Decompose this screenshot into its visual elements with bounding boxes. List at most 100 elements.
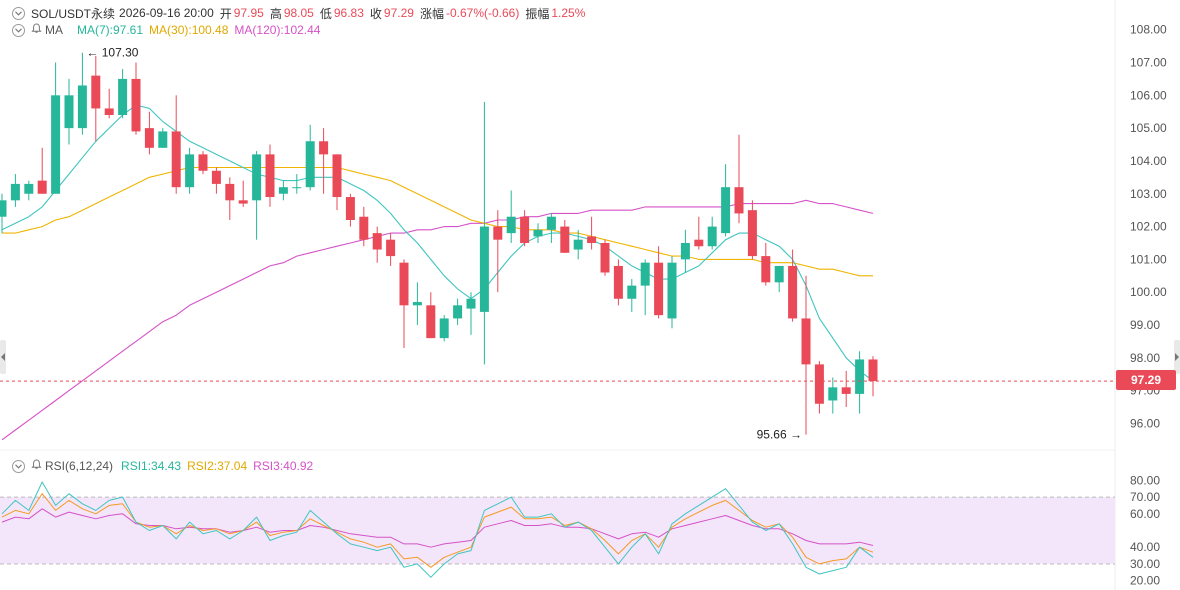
- ma30-label: MA(30):100.48: [149, 23, 229, 37]
- candle-body: [627, 285, 637, 299]
- price-tick-label: 105.00: [1130, 121, 1167, 135]
- collapse-toggle-icon[interactable]: [12, 6, 25, 20]
- candle-body: [51, 95, 61, 194]
- price-tick-label: 103.00: [1130, 187, 1167, 201]
- candle-body: [788, 265, 798, 319]
- price-tick-label: 101.00: [1130, 252, 1167, 266]
- candle-body: [252, 154, 262, 201]
- candle-body: [439, 318, 449, 339]
- candle-body: [372, 233, 382, 250]
- candle-body: [453, 305, 463, 319]
- candle-body: [761, 256, 771, 283]
- candle-body: [560, 226, 570, 253]
- candle-body: [64, 95, 74, 129]
- candle-body: [747, 210, 757, 257]
- high-label: 高: [269, 6, 282, 21]
- candle-body: [828, 387, 838, 401]
- rsi-collapse-icon[interactable]: [12, 459, 25, 473]
- candle-body: [171, 131, 181, 188]
- candle-body: [319, 141, 329, 155]
- rsi-legend: RSI(6,12,24) RSI1:34.43 RSI2:37.04 RSI3:…: [12, 458, 319, 474]
- candle-body: [292, 187, 302, 189]
- candle-body: [305, 141, 315, 188]
- ma-collapse-icon[interactable]: [12, 23, 25, 37]
- low-price-marker: 95.66 →: [757, 428, 802, 442]
- close-label: 收: [369, 6, 382, 21]
- candle-body: [278, 187, 288, 194]
- rsi-title: RSI(6,12,24): [45, 459, 114, 473]
- candle-body: [118, 78, 128, 115]
- candle-body: [77, 85, 87, 129]
- candle-body: [185, 154, 195, 188]
- candle-body: [640, 262, 650, 286]
- rsi1-label: RSI1:34.43: [121, 459, 182, 473]
- candle-body: [131, 78, 141, 132]
- bell-icon[interactable]: [31, 23, 42, 37]
- ma-title: MA: [45, 23, 63, 37]
- candle-body: [707, 226, 717, 247]
- candle-body: [533, 229, 543, 237]
- symbol-label: SOL/USDT永续: [31, 6, 116, 21]
- change-value: -0.67%(-0.66): [445, 6, 520, 20]
- datetime-label: 2026-09-16 20:00: [119, 6, 214, 20]
- ma120-line: [1, 199, 874, 441]
- candle-body: [104, 108, 114, 115]
- scroll-left-handle[interactable]: [0, 340, 6, 374]
- candle-body: [814, 364, 824, 404]
- candle-body: [466, 298, 476, 309]
- candle-body: [198, 154, 208, 171]
- rsi-tick-label: 80.00: [1130, 473, 1160, 487]
- candle-body: [386, 239, 396, 257]
- open-value: 97.95: [233, 6, 264, 20]
- candle-body: [573, 239, 583, 250]
- candle-body: [493, 226, 503, 240]
- candle-body: [332, 154, 342, 198]
- candle-body: [613, 265, 623, 299]
- price-tick-label: 100.00: [1130, 285, 1167, 299]
- candle-body: [399, 262, 409, 306]
- candle-body: [0, 200, 7, 217]
- candle-body: [520, 216, 530, 243]
- candle-body: [841, 387, 851, 394]
- candle-body: [801, 318, 811, 365]
- amplitude-value: 1.25%: [551, 6, 586, 20]
- scroll-right-handle[interactable]: [1174, 340, 1180, 374]
- price-tick-label: 106.00: [1130, 88, 1167, 102]
- rsi-tick-label: 60.00: [1130, 507, 1160, 521]
- last-price-badge: 97.29: [1116, 370, 1176, 390]
- close-value: 97.29: [383, 6, 414, 20]
- high-price-marker: ← 107.30: [86, 46, 138, 60]
- candle-body: [680, 242, 690, 260]
- price-tick-label: 96.00: [1130, 416, 1160, 430]
- rsi-tick-label: 70.00: [1130, 490, 1160, 504]
- candle-body: [359, 216, 369, 240]
- candle-body: [158, 131, 168, 148]
- candle-body: [37, 180, 47, 194]
- ma7-line: [1, 104, 874, 382]
- candle-body: [426, 305, 436, 339]
- candle-body: [546, 216, 556, 230]
- candle-body: [211, 170, 221, 184]
- ma120-label: MA(120):102.44: [234, 23, 321, 37]
- rsi-tick-label: 30.00: [1130, 557, 1160, 571]
- change-label: 涨幅: [419, 6, 444, 21]
- low-value: 96.83: [333, 6, 364, 20]
- rsi-line-rsi2: [1, 493, 874, 568]
- ma7-label: MA(7):97.61: [77, 23, 144, 37]
- rsi-tick-label: 20.00: [1130, 574, 1160, 588]
- candle-body: [654, 262, 664, 316]
- candle-body: [91, 75, 101, 109]
- ma-legend: MA MA(7):97.61 MA(30):100.48 MA(120):102…: [12, 22, 326, 38]
- rsi-bell-icon[interactable]: [31, 459, 42, 473]
- rsi-band: [0, 497, 1115, 564]
- candle-body: [265, 154, 275, 198]
- rsi-line-rsi1: [1, 481, 874, 578]
- candle-body: [24, 183, 34, 194]
- ma30-line: [2, 166, 873, 277]
- price-tick-label: 99.00: [1130, 318, 1160, 332]
- candle-body: [506, 216, 516, 234]
- candle-body: [855, 359, 865, 394]
- open-label: 开: [219, 6, 232, 21]
